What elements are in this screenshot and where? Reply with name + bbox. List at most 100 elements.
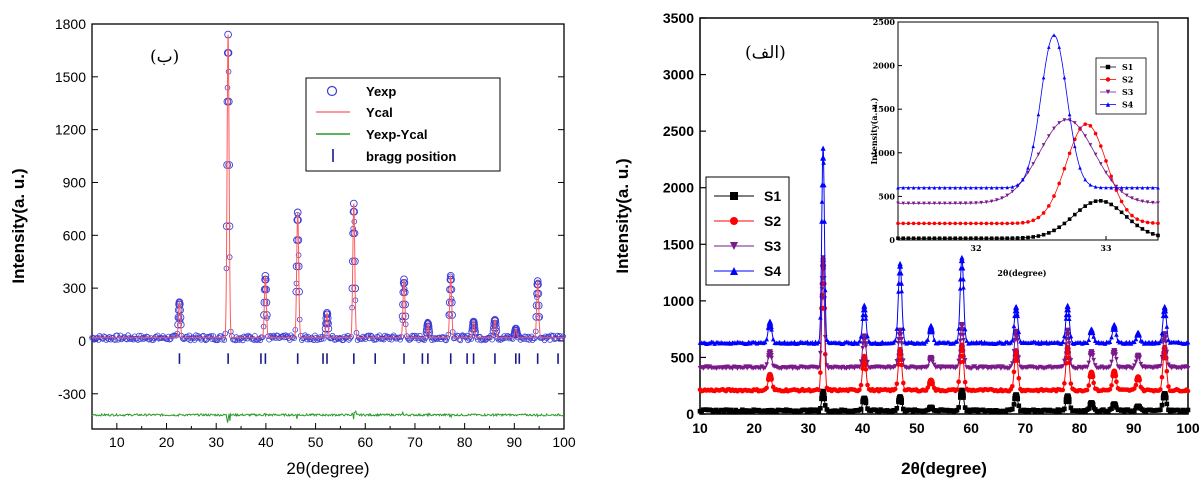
inset-series-point [1031,162,1035,166]
yexp-point [290,334,296,340]
right-series-point [857,364,862,370]
inset-series-point [1062,75,1067,80]
right-series-point [929,405,935,411]
inset-legend-marker [1105,77,1111,82]
right-series-point [1164,324,1170,329]
right-series-point [862,341,869,347]
left-x-axis-label: 2θ(degree) [286,459,369,478]
inset-series-point [1057,121,1061,125]
legend-diff-label: Yexp-Ycal [366,127,427,142]
inset-series-point [943,185,947,190]
inset-series-point [1119,189,1124,194]
inset-series-point [901,236,905,241]
inset-series-point [1156,233,1160,238]
right-series-point [1060,387,1066,393]
inset-series-point [984,200,989,205]
inset-series-point [1135,185,1139,190]
right-series-point [1086,406,1092,411]
inset-series-point [1099,199,1103,203]
inset-legend-marker [1105,102,1111,107]
right-series-point [768,375,774,381]
inset-series-point [1021,220,1025,225]
right-series-point [1010,406,1015,412]
right-series-point [821,392,827,398]
right-series-point [818,350,823,356]
inset-series-point [1109,174,1113,179]
right-series-point [1132,408,1137,414]
right-series-point [897,263,904,269]
right-series-point [892,408,898,413]
inset-series-point [1135,223,1139,228]
yexp-point [210,333,217,339]
right-series-point [1109,359,1114,365]
right-series-point [858,382,864,388]
right-series-point [956,405,961,410]
right-series-point [1090,374,1096,380]
inset-series-point [1005,236,1009,240]
inset-series-point [1119,185,1124,190]
right-series-point [865,333,870,339]
inset-x-tick-label: 32 [970,243,981,253]
inset-series-point [906,185,911,190]
left-legend: Yexp Ycal Yexp-Ycal bragg position [305,77,501,172]
right-series-point [1162,305,1168,311]
inset-series-point [1083,122,1087,127]
right-series-point [1063,316,1069,321]
inset-series-point [917,185,921,190]
left-y-tick-label: 0 [78,333,86,349]
right-series-point [1185,407,1191,413]
chart-marks: 10 20 30 40 50 60 70 80 90 100-300030060090012001… [55,10,1200,450]
inset-series-s2 [896,122,1160,226]
left-x-tick-label: 40 [258,434,274,450]
inset-series-point [1047,134,1051,138]
right-series-point [960,327,966,333]
right-plot-frame [699,17,1189,415]
right-series-point [1112,402,1119,409]
inset-series-point [948,236,952,241]
inset-legend-label: S4 [1122,100,1134,110]
inset-series-point [969,221,973,226]
right-series-point [1112,352,1119,358]
inset-series-point [927,185,931,190]
right-series-point [1092,363,1098,368]
inset-series-point [1140,227,1145,231]
right-series-point [858,359,864,364]
inset-series-point [948,201,952,206]
inset-series-point [1151,221,1155,225]
right-series-point [1133,359,1139,365]
legend-bragg-label: bragg position [366,149,456,164]
right-series-point [1158,364,1163,369]
right-series-point [820,155,827,161]
right-series-point [855,341,861,346]
inset-y-tick-label: 2500 [873,17,896,27]
inset-series-point [901,221,905,226]
inset-series-point [1151,200,1155,205]
right-series-point [894,359,900,364]
right-series-point [896,289,901,294]
right-series-point [1159,330,1165,336]
right-series-point [1063,342,1069,347]
inset-series-point [958,221,963,226]
right-series-point [898,397,904,403]
inset-series-point [1130,196,1134,200]
inset-series-point [1093,185,1098,189]
inset-series-point [917,201,921,206]
inset-series-point [1031,218,1035,223]
inset-series-point [1125,215,1129,219]
inset-series-point [922,221,926,226]
right-series-point [1014,333,1020,339]
right-legend-label: S1 [764,188,781,204]
inset-series-point [989,221,994,226]
inset-series-point [958,236,963,241]
right-series-point [960,276,966,282]
right-series-point [863,367,869,372]
inset-series-s4 [896,33,1160,190]
right-series-point [1011,323,1017,329]
inset-series-point [1104,170,1108,175]
inset-series-point [1000,236,1004,241]
inset-series-point [1010,236,1015,240]
inset-series-point [963,185,968,190]
right-series-point [1091,380,1096,386]
yexp-point [513,330,522,339]
